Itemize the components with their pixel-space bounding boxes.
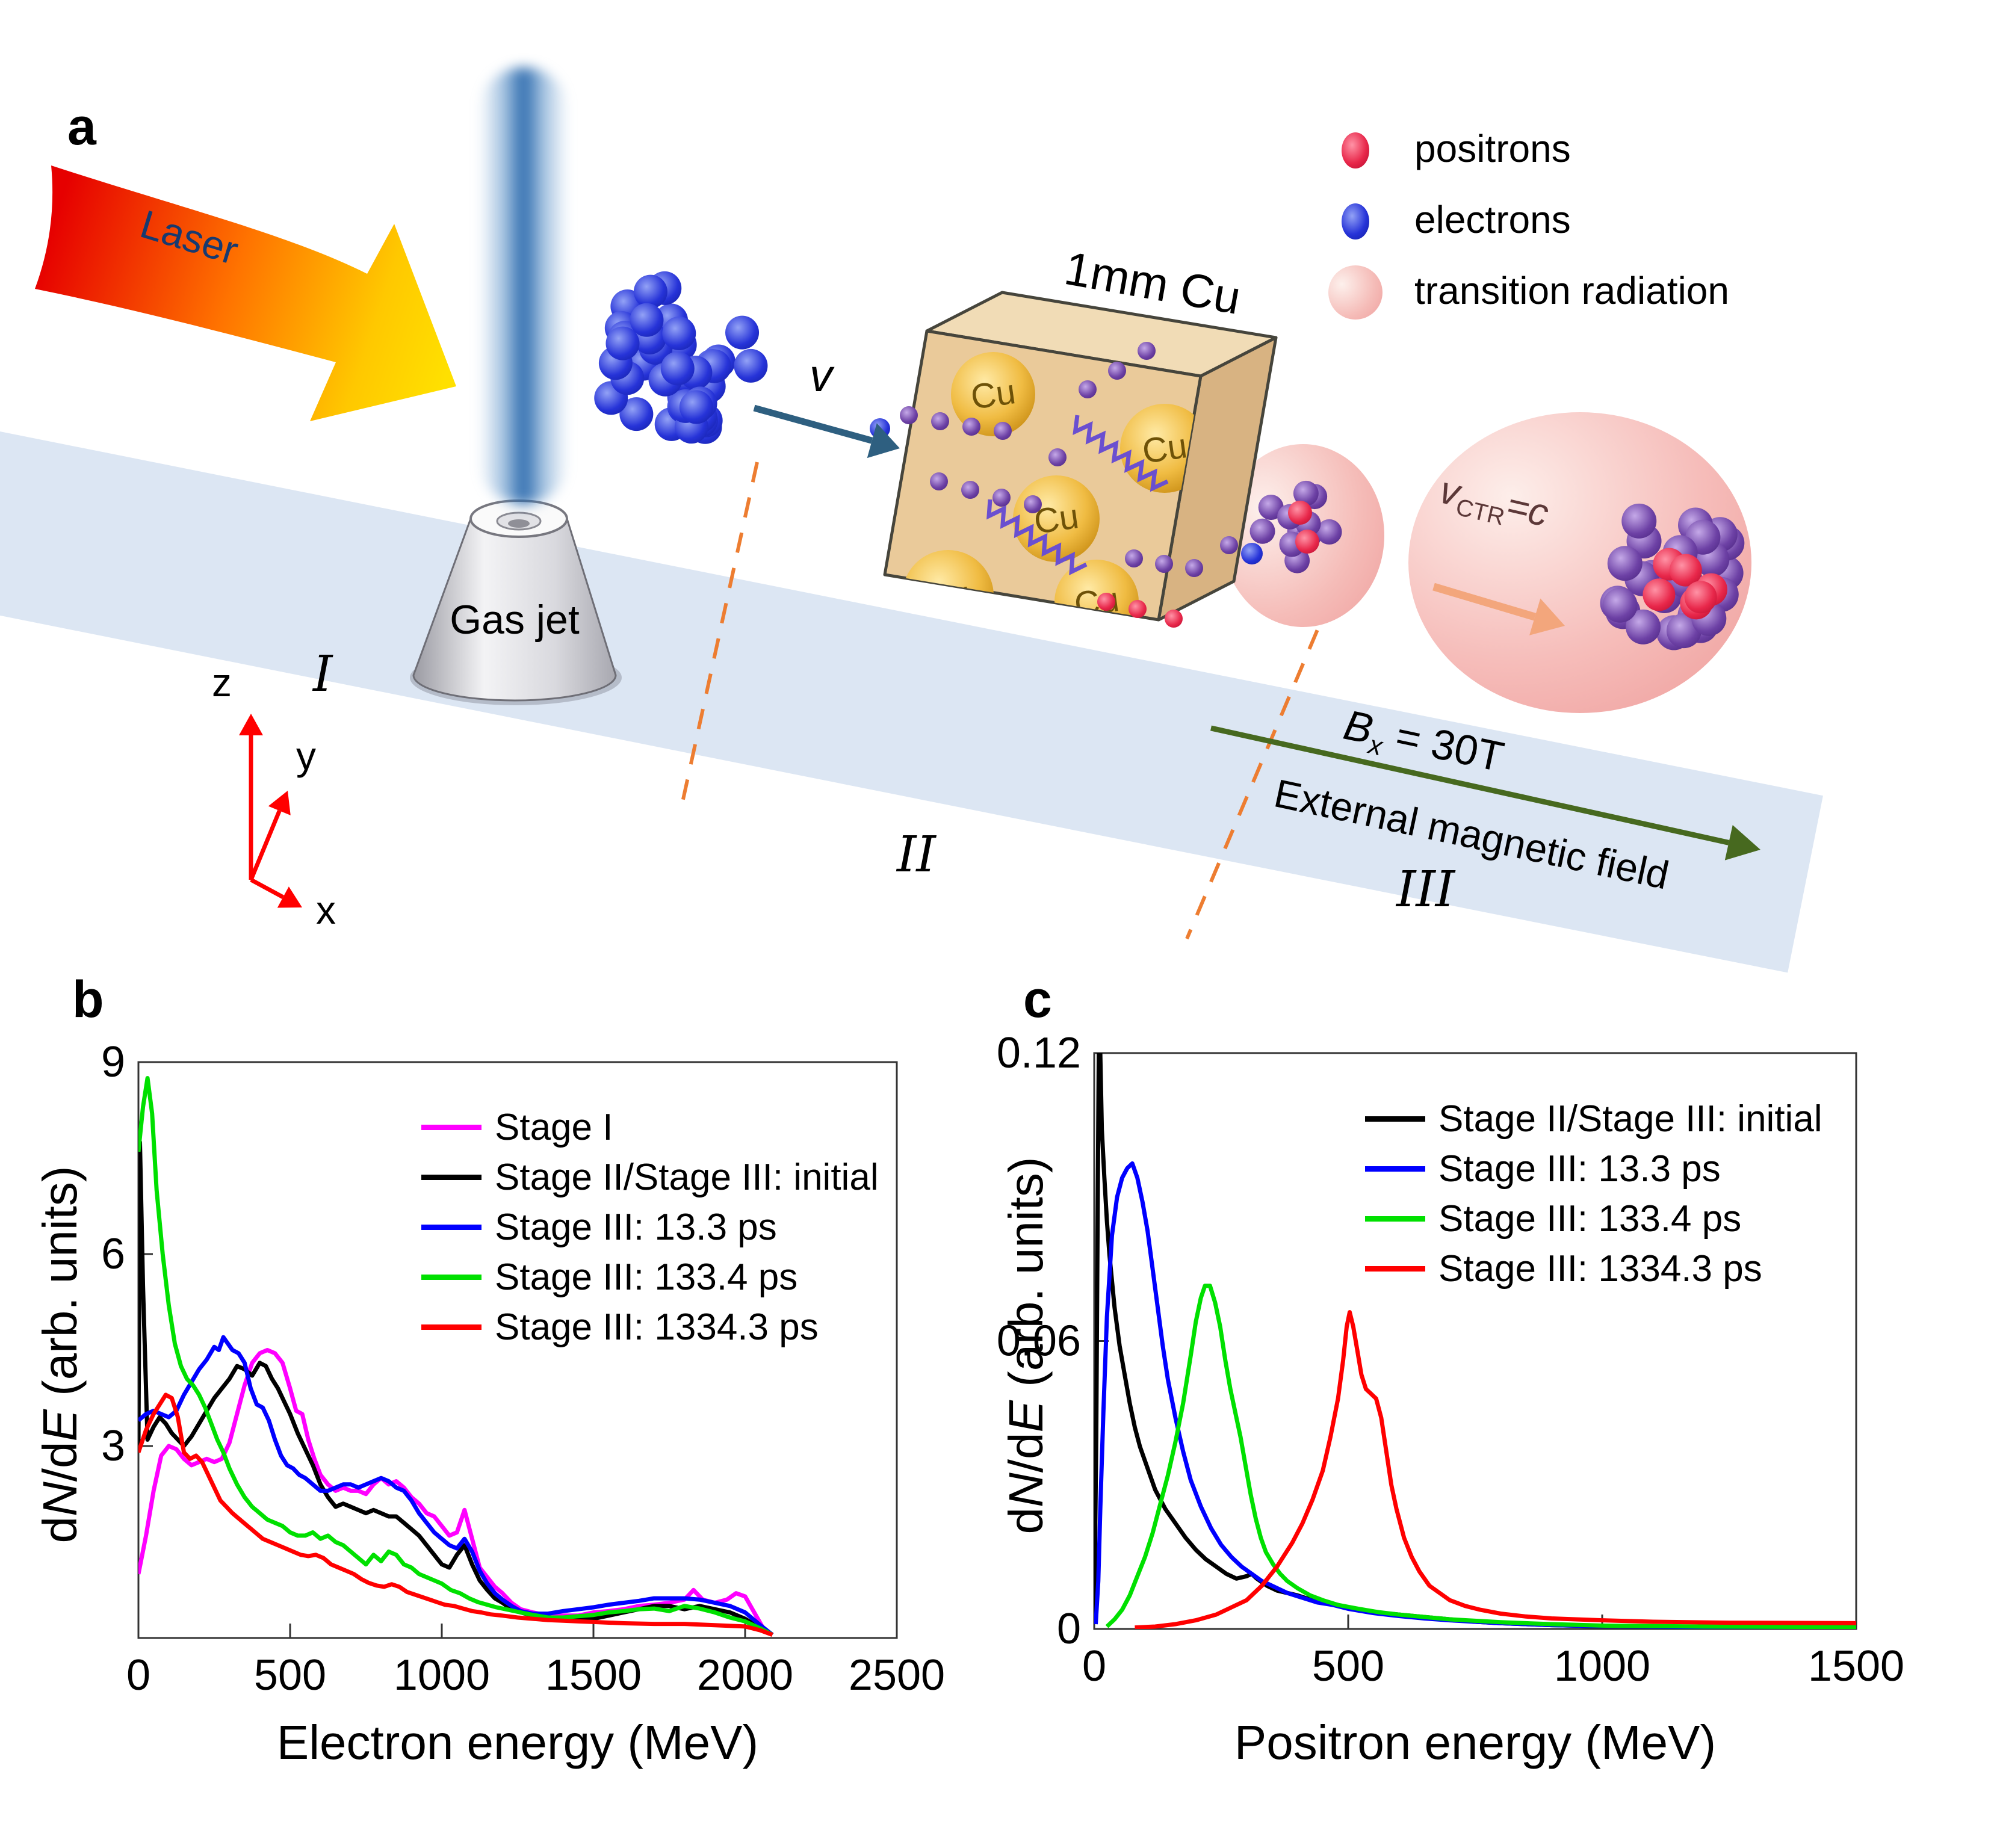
electron-bunch	[594, 271, 768, 444]
legend-series-name: Stage III: 1334.3 ps	[1438, 1247, 1762, 1290]
stage-three-label: III	[1396, 861, 1455, 918]
positron-chart-legend: Stage II/Stage III: initial Stage III: 13…	[1365, 1098, 1822, 1290]
chart-legend-item: Stage III: 1334.3 ps	[421, 1306, 879, 1348]
legend-series-name: Stage III: 133.4 ps	[495, 1256, 798, 1298]
pair-cluster-exit	[1241, 480, 1342, 573]
panel-c-label: c	[1023, 971, 1052, 1028]
legend-color-swatch	[421, 1174, 481, 1180]
chart-legend-item: Stage II/Stage III: initial	[1365, 1098, 1822, 1140]
y-tick-label: 0.12	[997, 1029, 1081, 1077]
electron-yaxis-label: dN/dE (arb. units)	[33, 1166, 87, 1544]
stage-one-label: I	[313, 646, 333, 703]
legend-color-swatch	[421, 1224, 481, 1230]
legend-series-name: Stage II/Stage III: initial	[495, 1156, 879, 1198]
positron-xaxis-label: Positron energy (MeV)	[1234, 1716, 1717, 1769]
legend-series-name: Stage I	[495, 1106, 613, 1148]
x-tick-label: 0	[1082, 1642, 1106, 1690]
panel-a-label: a	[67, 98, 96, 156]
bremsstrahlung-springs	[986, 415, 1169, 576]
chart-legend-item: Stage I	[421, 1106, 879, 1148]
legend-color-swatch	[1365, 1116, 1425, 1122]
data-series	[138, 1392, 773, 1637]
legend-series-name: Stage II/Stage III: initial	[1438, 1098, 1822, 1140]
legend-color-swatch	[421, 1124, 481, 1130]
laser-arrow	[35, 165, 456, 421]
arrows-layer	[239, 404, 1760, 908]
legend-glyphs	[1328, 132, 1383, 320]
legend-color-swatch	[421, 1324, 481, 1330]
x-tick-label: 500	[1312, 1642, 1384, 1690]
x-tick-label: 1500	[1808, 1642, 1904, 1690]
cu-atom-label: Cu	[923, 573, 973, 619]
plasma-beam	[479, 67, 568, 504]
x-tick-label: 500	[254, 1651, 326, 1699]
legend-series-name: Stage III: 133.4 ps	[1438, 1197, 1742, 1240]
data-series	[138, 1348, 774, 1637]
cu-atom-label: Cu	[1140, 426, 1189, 471]
panel-a-legend-label: transition radiation	[1414, 269, 1729, 312]
legend-color-swatch	[1365, 1216, 1425, 1222]
chart-legend-item: Stage II/Stage III: initial	[421, 1156, 879, 1198]
data-series	[1105, 1284, 1856, 1629]
x-tick-label: 2500	[849, 1651, 945, 1699]
chart-legend-item: Stage III: 13.3 ps	[1365, 1148, 1822, 1190]
panel-a-legend-label: electrons	[1414, 198, 1571, 241]
electron-legend-icon	[1342, 203, 1369, 239]
y-tick-label: 0.06	[997, 1317, 1081, 1365]
y-tick-label: 3	[101, 1422, 125, 1470]
data-series	[1135, 1310, 1856, 1629]
panel-b-label: b	[72, 971, 104, 1028]
data-series	[138, 1076, 774, 1637]
legend-color-swatch	[421, 1274, 481, 1280]
particles-in-target	[870, 342, 1238, 628]
stage-two-label: II	[897, 826, 936, 883]
cu-atom-label: Cu	[968, 372, 1018, 417]
chart-legend-item: Stage III: 133.4 ps	[1365, 1197, 1822, 1240]
electron-xaxis-label: Electron energy (MeV)	[276, 1716, 759, 1769]
positron-yaxis-label: dN/dE (arb. units)	[999, 1157, 1053, 1534]
legend-series-name: Stage III: 1334.3 ps	[495, 1306, 819, 1348]
chart-legend-item: Stage III: 13.3 ps	[421, 1206, 879, 1248]
y-tick-label: 6	[101, 1230, 125, 1278]
electron-chart-legend: Stage I Stage II/Stage III: initial Stage …	[421, 1106, 879, 1348]
electron-spectrum-chart: 0 500 1000 1500 2000 2500 3 6 9	[101, 1038, 945, 1699]
chart-legend-item: Stage III: 1334.3 ps	[1365, 1247, 1822, 1290]
gas-jet-nozzle	[410, 499, 622, 705]
legend-series-name: Stage III: 13.3 ps	[495, 1206, 777, 1248]
stage-divider-lines	[680, 462, 1333, 940]
axis-y-label: y	[296, 734, 316, 778]
legend-series-name: Stage III: 13.3 ps	[1438, 1148, 1721, 1190]
pair-cluster-ctr	[1600, 503, 1745, 651]
gas-jet-label: Gas jet	[450, 597, 580, 643]
legend-color-swatch	[1365, 1166, 1425, 1172]
x-tick-label: 1000	[1554, 1642, 1650, 1690]
y-tick-label: 9	[101, 1038, 125, 1086]
y-tick-label: 0	[1057, 1605, 1081, 1653]
x-tick-label: 1000	[394, 1651, 490, 1699]
axis-z-label: z	[212, 660, 232, 705]
panel-a-legend-label: positrons	[1414, 127, 1571, 170]
axis-x-label: x	[316, 888, 336, 932]
x-tick-label: 0	[126, 1651, 150, 1699]
positron-legend-icon	[1342, 132, 1369, 168]
positron-spectrum-chart: 0 500 1000 1500 0 0.06 0.12	[997, 1029, 1904, 1690]
chart-legend-item: Stage III: 133.4 ps	[421, 1256, 879, 1298]
data-series	[138, 1335, 774, 1637]
transition-radiation-legend-icon	[1328, 265, 1383, 320]
x-tick-label: 1500	[545, 1651, 642, 1699]
x-tick-label: 2000	[697, 1651, 793, 1699]
legend-color-swatch	[1365, 1265, 1425, 1272]
velocity-label: v	[810, 350, 832, 401]
